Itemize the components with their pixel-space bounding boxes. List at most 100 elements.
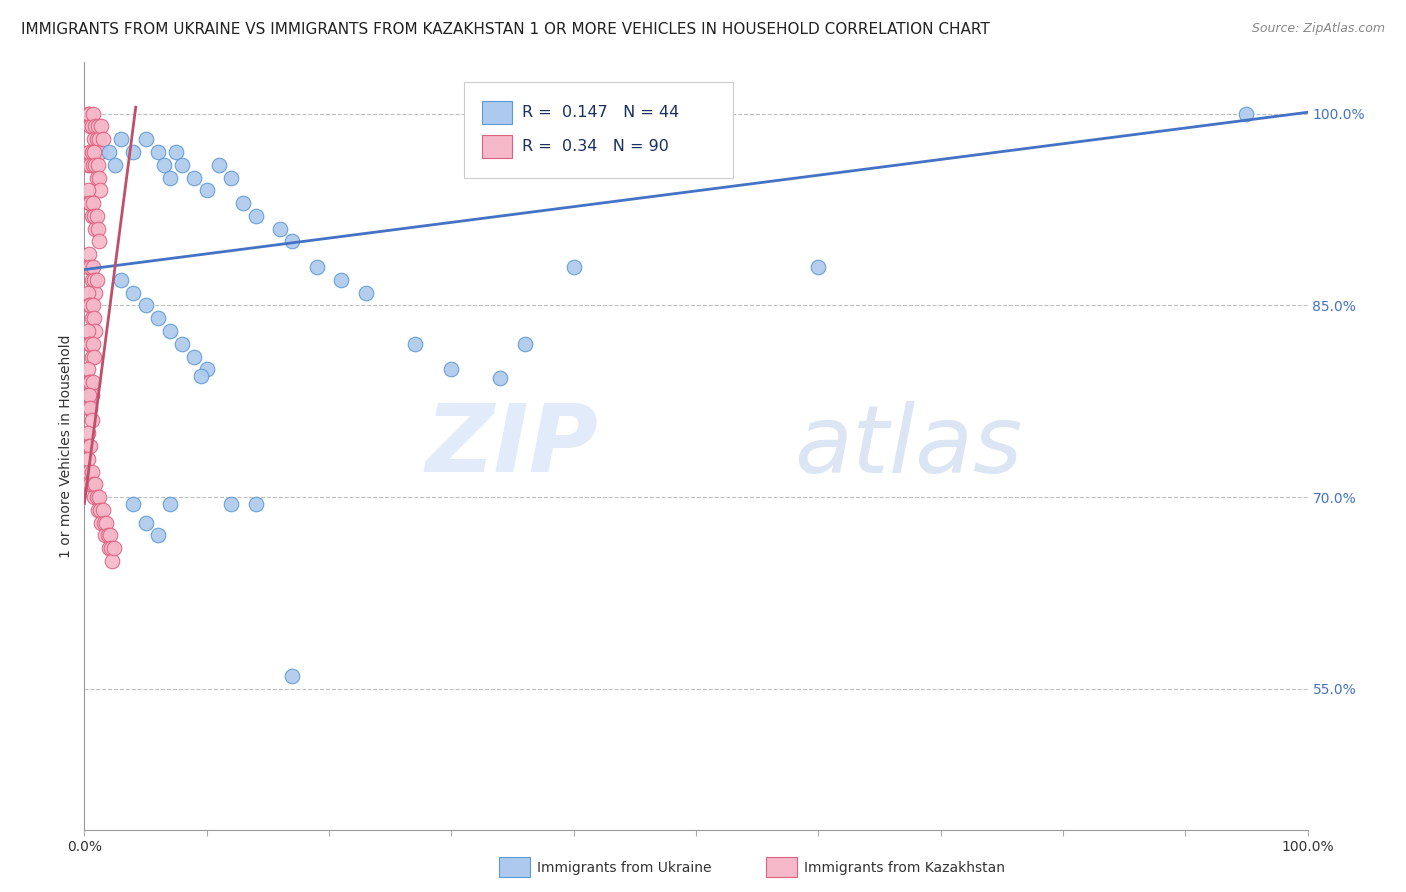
Point (77, 401, 100, 415)
Point (146, 145, 169, 159)
Point (77, 158, 100, 172)
Point (83, 350, 105, 364)
Point (84, 158, 107, 172)
Point (80, 465, 103, 479)
Point (195, 362, 218, 376)
Point (77, 183, 100, 197)
Point (79, 158, 101, 172)
Point (82, 298, 104, 312)
Point (87, 132, 110, 146)
Point (100, 541, 122, 556)
Point (80, 413, 103, 427)
Point (86, 132, 108, 146)
Point (77, 260, 100, 274)
Point (77, 324, 100, 338)
Point (79, 196, 101, 211)
Point (80, 120, 103, 134)
Point (79, 439, 101, 453)
Point (404, 336, 426, 351)
Point (232, 196, 254, 211)
Point (84, 120, 107, 134)
Point (190, 368, 212, 383)
Point (281, 669, 304, 683)
Text: atlas: atlas (794, 401, 1022, 491)
Point (83, 132, 105, 146)
Point (84, 221, 107, 235)
Point (77, 375, 100, 389)
Point (79, 260, 101, 274)
Text: R =  0.34   N = 90: R = 0.34 N = 90 (522, 139, 669, 154)
Point (110, 273, 132, 287)
Point (219, 496, 242, 510)
Point (93, 516, 115, 530)
Point (77, 247, 100, 261)
Point (165, 145, 187, 159)
Point (83, 209, 105, 223)
Point (208, 158, 231, 172)
Point (77, 285, 100, 300)
Point (98, 528, 121, 542)
Point (79, 375, 101, 389)
Point (146, 528, 169, 542)
Point (77, 451, 100, 466)
Point (146, 311, 169, 326)
Point (159, 324, 181, 338)
Point (77, 388, 100, 402)
Text: Source: ZipAtlas.com: Source: ZipAtlas.com (1251, 22, 1385, 36)
Point (77, 106, 100, 120)
Point (84, 324, 107, 338)
Point (84, 477, 107, 491)
Point (97, 145, 120, 159)
Point (82, 158, 104, 172)
Point (82, 196, 104, 211)
Point (77, 465, 100, 479)
Point (79, 120, 101, 134)
Point (513, 336, 536, 351)
Point (122, 145, 145, 159)
Point (562, 260, 585, 274)
Point (135, 516, 157, 530)
Point (82, 336, 104, 351)
Point (172, 158, 194, 172)
Point (172, 336, 194, 351)
Point (87, 503, 110, 517)
Point (305, 260, 328, 274)
Point (159, 170, 181, 185)
Point (245, 209, 267, 223)
Point (77, 145, 100, 159)
Point (77, 336, 100, 351)
Point (135, 132, 157, 146)
Point (97, 541, 120, 556)
Point (80, 388, 103, 402)
Point (77, 298, 100, 312)
Point (80, 145, 103, 159)
Point (89, 183, 111, 197)
Text: ZIP: ZIP (425, 400, 598, 492)
Point (79, 401, 101, 415)
Point (87, 221, 110, 235)
FancyBboxPatch shape (464, 81, 733, 178)
Point (97, 528, 120, 542)
Point (159, 496, 181, 510)
Point (86, 209, 108, 223)
Point (83, 490, 105, 504)
Point (440, 362, 463, 376)
Point (90, 120, 112, 134)
Point (80, 273, 103, 287)
Point (87, 235, 110, 249)
Bar (482, 136, 513, 158)
Point (79, 477, 101, 491)
Point (110, 132, 132, 146)
Point (91, 503, 114, 517)
Point (82, 260, 104, 274)
Text: Immigrants from Ukraine: Immigrants from Ukraine (537, 861, 711, 875)
Point (84, 285, 107, 300)
Point (82, 375, 104, 389)
Point (153, 158, 176, 172)
Point (89, 503, 111, 517)
Point (195, 183, 218, 197)
Point (77, 439, 100, 453)
Y-axis label: 1 or more Vehicles in Household: 1 or more Vehicles in Household (59, 334, 73, 558)
Point (86, 273, 108, 287)
Point (219, 170, 242, 185)
